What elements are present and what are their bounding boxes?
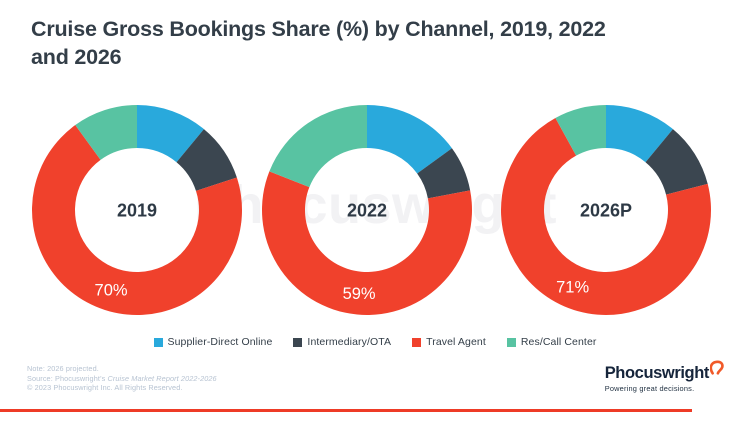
legend-swatch-supplier-direct-online-icon	[153, 337, 163, 347]
footer-notes: Note: 2026 projected. Source: Phocuswrig…	[27, 364, 217, 393]
legend-item-travel-agent: Travel Agent	[412, 336, 486, 348]
legend-label: Intermediary/OTA	[307, 336, 392, 348]
donut-chart-2019-svg: 2019 70%	[31, 105, 242, 315]
page-title-line2: and 2026	[31, 45, 122, 69]
donut-chart-2022-svg: 2022 59%	[261, 105, 472, 315]
slice-value-label: 59%	[343, 285, 376, 303]
legend-label: Supplier-Direct Online	[167, 336, 273, 348]
donut-chart-2022: 2022 59%	[261, 104, 473, 316]
legend-swatch-intermediary-ota-icon	[293, 337, 303, 347]
donut-segment-intermediary-ota	[417, 148, 471, 199]
legend-swatch-res-call-center-icon	[506, 337, 516, 347]
chart-legend: Supplier-Direct Online Intermediary/OTA …	[0, 336, 750, 348]
footnote-source-report-title: Cruise Market Report 2022-2026	[107, 373, 217, 383]
donut-segment-res-call-center	[555, 105, 606, 156]
logo-row: Phocuswright	[604, 360, 724, 383]
background-watermark: Phocuswright	[194, 175, 558, 235]
donut-center-year-label: 2026P	[580, 201, 632, 221]
logo-wordmark: Phocuswright	[604, 364, 710, 382]
footnote-copyright: © 2023 Phocuswright Inc. All Rights Rese…	[27, 383, 183, 393]
phocuswright-logo: Phocuswright Powering great decisions.	[604, 360, 724, 393]
footnote-source: Source: Phocuswright’s Cruise Market Rep…	[27, 374, 217, 384]
donut-center-year-label: 2022	[347, 201, 387, 221]
legend-label: Res/Call Center	[520, 336, 597, 348]
footnote-source-prefix: Source: Phocuswright’s	[27, 373, 108, 383]
donut-segment-travel-agent	[500, 117, 711, 316]
donut-segment-travel-agent	[261, 171, 472, 315]
logo-tagline: Powering great decisions.	[604, 384, 695, 393]
page-title-line1: Cruise Gross Bookings Share (%) by Chann…	[31, 17, 606, 41]
donut-segment-supplier-direct-online	[367, 105, 452, 174]
footnote-projected: Note: 2026 projected.	[27, 364, 99, 373]
bottom-accent-rule	[0, 409, 692, 412]
donut-chart-2026: 2026P 71%	[500, 104, 712, 316]
donut-segment-intermediary-ota	[176, 129, 237, 191]
donut-segment-supplier-direct-online	[606, 105, 673, 163]
legend-label: Travel Agent	[426, 336, 486, 348]
donut-chart-2019: 2019 70%	[31, 104, 243, 316]
legend-item-intermediary-ota: Intermediary/OTA	[293, 336, 391, 348]
legend-item-supplier-direct-online: Supplier-Direct Online	[153, 336, 273, 348]
donut-segment-supplier-direct-online	[137, 105, 204, 163]
slice-value-label: 71%	[556, 279, 589, 297]
logo-question-swoosh-icon	[709, 360, 724, 382]
legend-swatch-travel-agent-icon	[412, 337, 422, 347]
donut-center-year-label: 2019	[117, 201, 157, 221]
donut-segment-res-call-center	[75, 105, 137, 160]
slice-value-label: 70%	[95, 281, 128, 299]
donut-segment-travel-agent	[31, 125, 242, 315]
legend-item-res-call-center: Res/Call Center	[506, 336, 597, 348]
donut-chart-2026-svg: 2026P 71%	[500, 105, 711, 316]
donut-segment-res-call-center	[269, 105, 367, 188]
page-title: Cruise Gross Bookings Share (%) by Chann…	[31, 15, 721, 71]
donut-segment-intermediary-ota	[645, 129, 708, 195]
